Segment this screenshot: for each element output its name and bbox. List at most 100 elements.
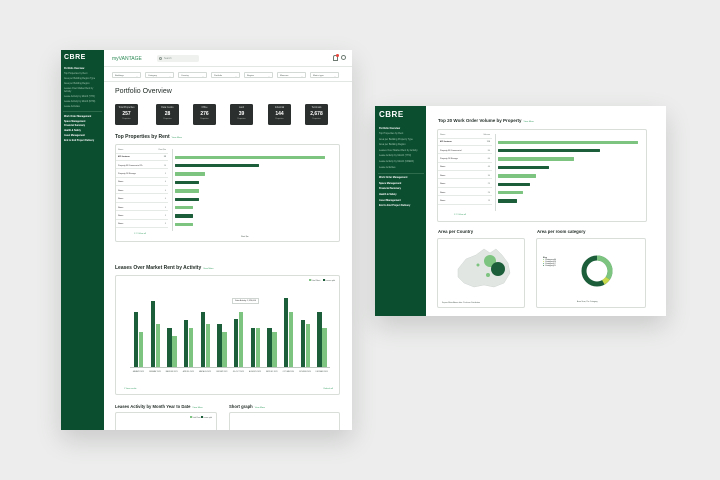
view-more-link[interactable]: View More xyxy=(171,137,182,139)
map-bubble[interactable] xyxy=(486,273,490,277)
bar[interactable] xyxy=(498,199,518,203)
sidebar-item-project-delivery[interactable]: End to End Project Delivery xyxy=(64,140,95,143)
bar[interactable] xyxy=(205,324,211,367)
bar[interactable] xyxy=(289,312,294,367)
sidebar-item-work-order[interactable]: Work Order Management xyxy=(379,176,408,180)
view-more-link[interactable]: View More xyxy=(203,268,214,270)
sidebar-item-asset[interactable]: Asset Management xyxy=(379,198,401,202)
sidebar-subitem[interactable]: Leases Over Market Rent by Activity xyxy=(379,148,418,152)
table-row[interactable]: Property 98 Storage 5 xyxy=(116,171,168,178)
sidebar-subitem[interactable]: Lease Activity by Month (YTD) xyxy=(64,95,95,98)
sidebar-subitem[interactable]: Area per Building Region xyxy=(379,143,406,147)
bar[interactable] xyxy=(175,189,199,193)
table-row[interactable]: Name 3 xyxy=(116,213,168,220)
gear-icon[interactable] xyxy=(341,55,346,60)
bar[interactable] xyxy=(189,328,194,367)
bar[interactable] xyxy=(200,312,206,367)
bar[interactable] xyxy=(305,324,311,367)
sidebar-subitem[interactable]: Lease Activity by Month (CREDI) xyxy=(379,160,414,164)
sidebar-subitem[interactable]: Area per Building Property Type xyxy=(379,137,413,141)
table-row[interactable]: Name 3 xyxy=(116,221,168,228)
filter-country[interactable]: Country ⌄ xyxy=(178,72,207,78)
search-input[interactable]: Search xyxy=(157,55,199,62)
view-results-link[interactable]: 1 View results xyxy=(124,388,137,390)
bar[interactable] xyxy=(172,335,177,367)
table-row[interactable]: Property 88 Commercial 80 xyxy=(438,147,492,155)
bar[interactable] xyxy=(498,165,549,170)
table-row[interactable]: Name 4 xyxy=(116,179,168,186)
bar[interactable] xyxy=(498,182,530,187)
bar[interactable] xyxy=(217,324,222,367)
table-row[interactable]: Name 4 xyxy=(116,196,168,203)
bar[interactable] xyxy=(175,163,259,168)
view-more-link[interactable]: View More xyxy=(192,407,203,409)
bar[interactable] xyxy=(498,140,638,145)
bar[interactable] xyxy=(139,331,144,367)
bar[interactable] xyxy=(267,328,272,367)
filter-category[interactable]: Category ⌄ xyxy=(145,72,174,78)
view-more-link[interactable]: View More xyxy=(254,407,266,409)
map-bubble[interactable] xyxy=(476,263,480,267)
filter-buildings[interactable]: Buildings ⌄ xyxy=(112,72,141,78)
sidebar-item-project-delivery[interactable]: End to End Project Delivery xyxy=(379,204,411,208)
bar[interactable] xyxy=(175,197,199,202)
sidebar-item-portfolio-overview[interactable]: Portfolio Overview xyxy=(64,68,85,71)
bar[interactable] xyxy=(222,331,227,367)
table-row[interactable]: 435 Lantana 110 xyxy=(438,139,492,146)
filter-measure[interactable]: Measure ⌄ xyxy=(277,72,306,78)
table-row[interactable]: Name 30 xyxy=(438,173,492,180)
bar[interactable] xyxy=(284,298,289,367)
table-row[interactable]: Name 40 xyxy=(438,164,492,171)
bar[interactable] xyxy=(234,318,239,367)
sidebar-item-financial[interactable]: Financial Summary xyxy=(64,125,86,128)
filter-metric-type[interactable]: Metric type ⌄ xyxy=(310,72,339,78)
bar[interactable] xyxy=(250,328,256,367)
bar[interactable] xyxy=(255,328,261,367)
bar[interactable] xyxy=(175,172,205,176)
bar[interactable] xyxy=(317,312,322,367)
bell-icon[interactable] xyxy=(333,54,339,61)
sidebar-item-financial[interactable]: Financial Summary xyxy=(379,187,401,191)
sidebar-item-asset[interactable]: Asset Management xyxy=(64,135,85,138)
sidebar-subitem[interactable]: Lease Activities xyxy=(379,165,396,169)
bar[interactable] xyxy=(175,222,193,227)
bar[interactable] xyxy=(498,148,600,153)
view-more-link[interactable]: View More xyxy=(523,121,534,123)
sidebar-item-health-safety[interactable]: Health & Safety xyxy=(379,193,397,197)
bar[interactable] xyxy=(175,180,199,185)
map-bubble[interactable] xyxy=(491,262,505,276)
sidebar-subitem[interactable]: Top Properties by Rent xyxy=(64,73,88,76)
sidebar-item-work-order[interactable]: Work Order Management xyxy=(64,115,92,118)
bar[interactable] xyxy=(155,324,161,367)
bar[interactable] xyxy=(300,320,306,367)
sidebar-subitem[interactable]: Lease Activity by Month (MTD) xyxy=(64,100,96,103)
bar[interactable] xyxy=(175,214,193,218)
bar[interactable] xyxy=(498,190,524,195)
sidebar-subitem[interactable]: Lease Activities xyxy=(64,105,80,108)
sidebar-item-portfolio-overview[interactable]: Portfolio Overview xyxy=(379,126,401,130)
sidebar-subitem[interactable]: Area per Building Region xyxy=(64,83,90,86)
bar[interactable] xyxy=(167,328,172,367)
table-row[interactable]: Property 88 Commercial Pk 14 xyxy=(116,162,168,170)
sidebar-subitem[interactable]: Lease Activity by Month (YTD) xyxy=(379,154,412,158)
table-row[interactable]: 435 Lantana 25 xyxy=(116,154,168,161)
filter-portfolio[interactable]: Portfolio ⌄ xyxy=(211,72,240,78)
bar[interactable] xyxy=(322,328,327,367)
bar[interactable] xyxy=(498,174,537,178)
sidebar-item-health-safety[interactable]: Health & Safety xyxy=(64,130,81,133)
table-row[interactable]: Property 98 Storage 60 xyxy=(438,156,492,163)
sidebar-item-space[interactable]: Space Management xyxy=(64,120,86,123)
table-row[interactable]: Name 15 xyxy=(438,198,492,205)
table-row[interactable]: Name 20 xyxy=(438,189,492,197)
sidebar-item-space[interactable]: Space Management xyxy=(379,181,402,185)
bar[interactable] xyxy=(498,157,575,161)
sidebar-subitem[interactable]: Leases Over Market Rent by Activity xyxy=(64,88,94,93)
table-pagination[interactable]: 1 2 3 View all xyxy=(454,214,466,216)
table-row[interactable]: Name 25 xyxy=(438,181,492,188)
bar[interactable] xyxy=(239,312,244,367)
refresh-link[interactable]: Refresh all xyxy=(323,388,333,390)
sidebar-subitem[interactable]: Top Properties by Rent xyxy=(379,132,404,136)
bar[interactable] xyxy=(184,320,189,367)
bar[interactable] xyxy=(175,205,193,210)
bar[interactable] xyxy=(175,155,325,160)
